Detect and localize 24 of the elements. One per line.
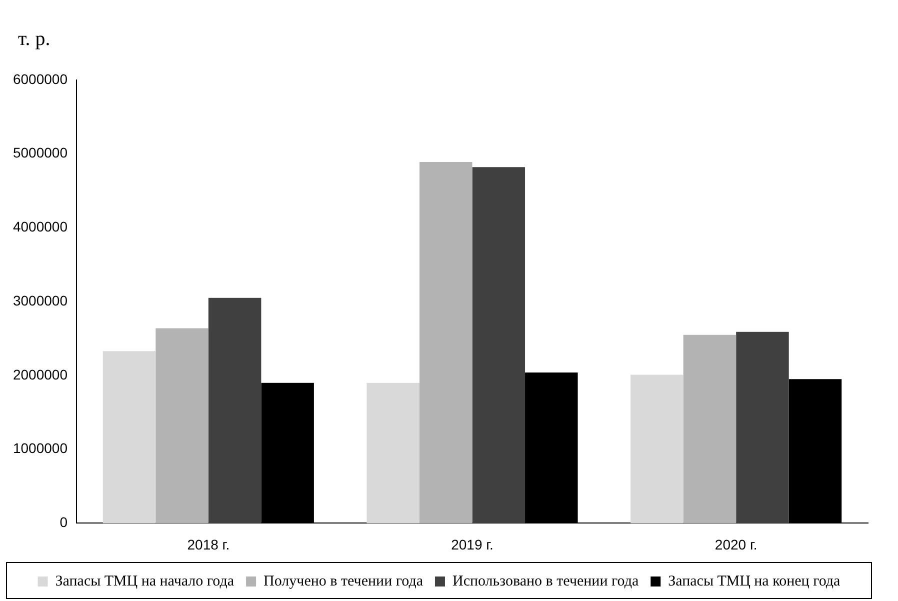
y-tick-label: 5000000	[12, 144, 68, 161]
y-tick-label: 1000000	[12, 440, 68, 456]
y-axis-title: т. р.	[18, 28, 50, 51]
bar	[419, 162, 472, 524]
legend-label: Запасы ТМЦ на начало года	[55, 573, 234, 590]
bar	[630, 374, 684, 524]
legend-label: Использовано в течении года	[452, 573, 639, 590]
bar	[102, 351, 156, 524]
bar	[366, 382, 420, 524]
y-tick-label: 3000000	[12, 292, 68, 308]
y-tick-label: 4000000	[12, 218, 68, 235]
legend-label: Запасы ТМЦ на конец года	[668, 573, 841, 590]
bar	[683, 334, 736, 524]
bar	[736, 332, 789, 524]
bar	[208, 298, 262, 524]
y-tick-label: 2000000	[12, 366, 68, 382]
legend-label: Получено в течении года	[264, 573, 424, 590]
x-tick-label: 2020 г.	[714, 536, 758, 552]
y-tick-label: 6000000	[12, 70, 68, 87]
bar	[156, 328, 208, 524]
x-tick-label: 2019 г.	[451, 536, 494, 552]
bar	[472, 167, 526, 524]
y-tick-label: 0	[60, 514, 68, 530]
x-tick-label: 2018 г.	[187, 536, 230, 552]
